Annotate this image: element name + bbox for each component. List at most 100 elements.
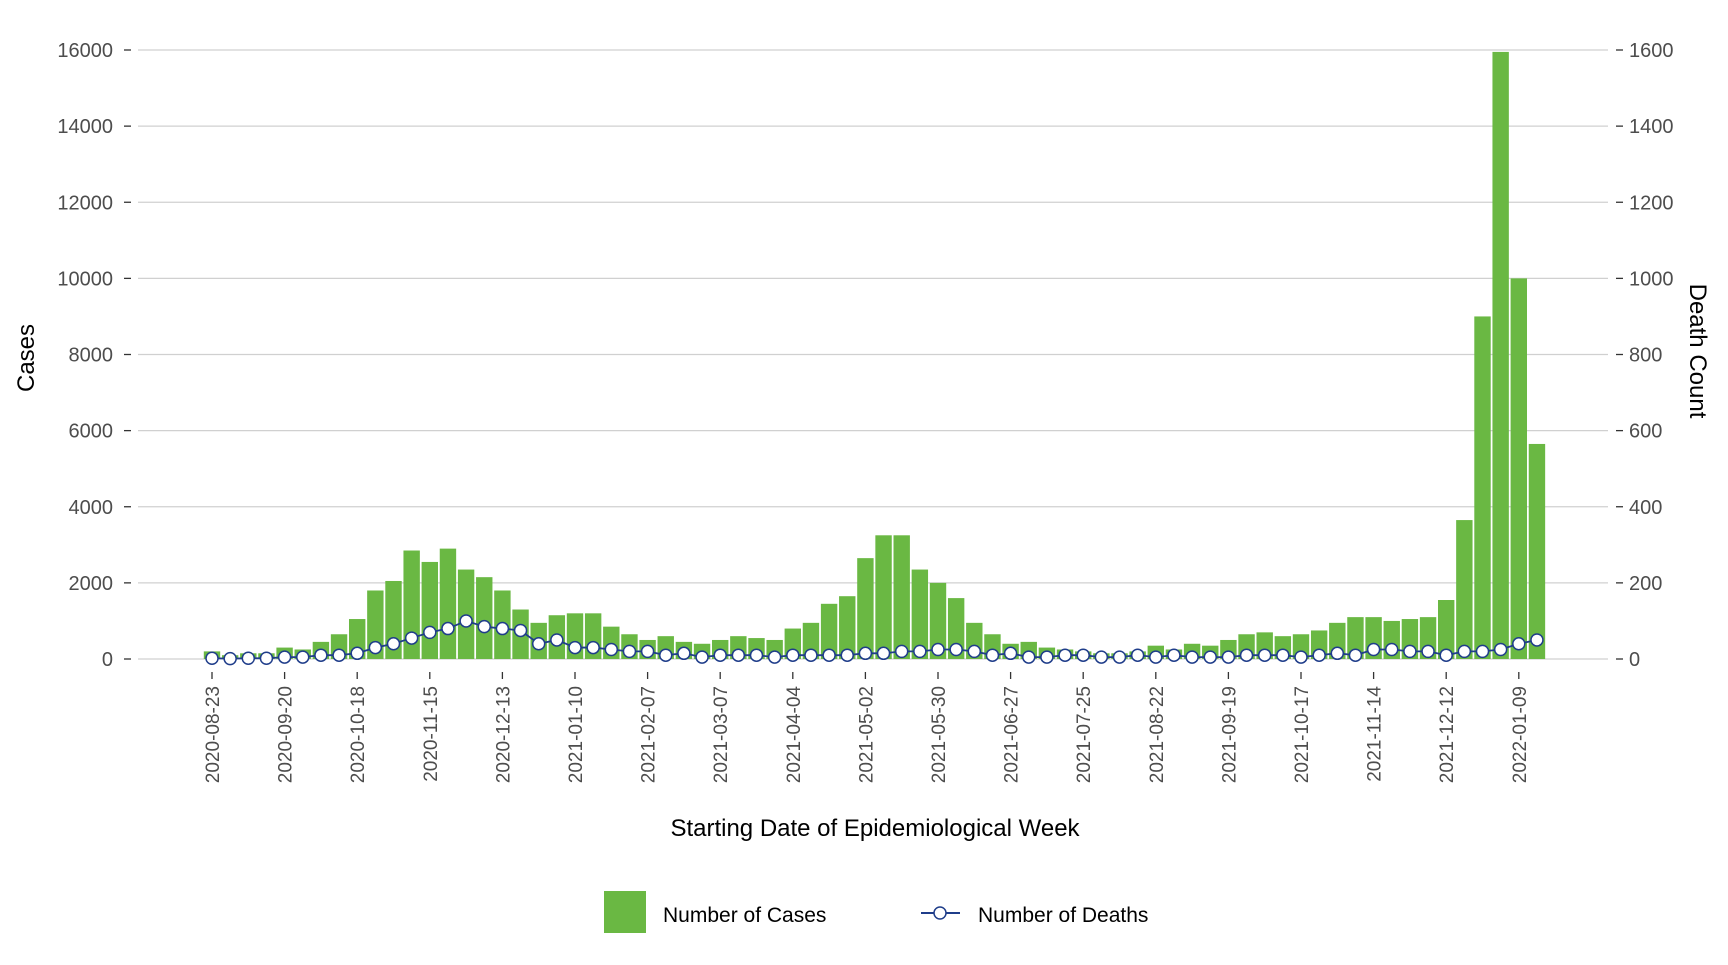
point-deaths (332, 648, 346, 662)
point-deaths (1493, 642, 1508, 657)
x-tick-label: 2021-12-12 (1437, 686, 1458, 783)
point-deaths (1185, 650, 1199, 664)
bar-cases (476, 577, 493, 659)
point-deaths (241, 651, 256, 665)
y2-tick-label: 1600 (1629, 40, 1674, 62)
point-deaths (368, 640, 383, 655)
point-deaths (1130, 648, 1145, 662)
bar-cases (1456, 520, 1473, 659)
x-tick-label: 2020-12-13 (493, 686, 514, 783)
point-deaths (568, 640, 582, 655)
x-tick-label: 2020-08-23 (203, 686, 224, 783)
point-deaths (695, 650, 709, 664)
x-tick-label: 2020-11-15 (421, 686, 442, 782)
bar-cases (403, 550, 420, 659)
y-tick-label: 10000 (57, 268, 113, 290)
x-tick-label: 2021-05-30 (929, 686, 950, 783)
point-deaths (1330, 646, 1345, 661)
point-deaths (531, 637, 546, 651)
point-deaths (713, 648, 727, 662)
point-deaths (1076, 648, 1090, 662)
point-deaths (205, 651, 219, 665)
point-deaths (840, 648, 854, 662)
point-deaths (1167, 648, 1181, 662)
point-deaths (876, 646, 891, 661)
x-tick-label: 2021-04-04 (784, 686, 805, 784)
bar-cases (1492, 51, 1509, 659)
point-deaths (1475, 644, 1490, 659)
x-tick-label: 2021-07-25 (1074, 686, 1095, 783)
y2-tick-label: 800 (1629, 345, 1662, 367)
x-tick-label: 2021-11-14 (1365, 686, 1386, 782)
point-deaths (1294, 650, 1308, 664)
point-deaths (513, 623, 528, 638)
bar-cases (367, 590, 384, 659)
point-deaths (586, 640, 600, 655)
bar-cases (1347, 617, 1364, 659)
point-deaths (858, 646, 873, 661)
point-deaths (259, 651, 274, 665)
point-deaths (1385, 642, 1399, 657)
point-deaths (894, 644, 909, 659)
bar-cases (1510, 278, 1527, 659)
point-deaths (659, 648, 673, 662)
x-tick-label: 2022-01-09 (1510, 686, 1531, 783)
point-deaths (822, 648, 836, 662)
point-deaths (1276, 648, 1290, 662)
legend-cases-swatch (604, 891, 646, 933)
point-deaths (1094, 650, 1109, 664)
y-tick-label: 4000 (69, 497, 114, 519)
point-deaths (1439, 648, 1453, 662)
bars-layer (203, 51, 1546, 659)
bar-cases (857, 558, 874, 659)
legend-cases-label: Number of Cases (663, 904, 826, 927)
y-tick-label: 12000 (57, 192, 113, 214)
bar-cases (875, 535, 892, 659)
x-tick-label: 2021-08-22 (1147, 686, 1168, 783)
point-deaths (314, 648, 328, 662)
y2-tick-label: 1200 (1629, 192, 1674, 214)
point-deaths (786, 648, 800, 662)
bar-cases (1438, 600, 1455, 659)
point-deaths (913, 644, 927, 659)
legend: Number of Cases Number of Deaths (604, 891, 1148, 933)
point-deaths (1312, 648, 1326, 662)
point-deaths (931, 642, 945, 657)
point-deaths (1257, 648, 1272, 662)
y-tick-label: 6000 (69, 421, 114, 443)
point-deaths (604, 642, 619, 657)
legend-deaths-marker (933, 906, 947, 920)
point-deaths (550, 633, 564, 647)
x-tick-label: 2021-09-19 (1219, 686, 1240, 783)
x-tick-label: 2020-10-18 (348, 686, 369, 783)
point-deaths (1203, 650, 1217, 664)
point-deaths (640, 644, 655, 659)
point-deaths (804, 648, 818, 662)
point-deaths (1239, 648, 1254, 662)
point-deaths (1040, 650, 1054, 664)
point-deaths (441, 621, 455, 636)
bar-cases (820, 603, 838, 659)
x-tick-label: 2021-05-02 (856, 686, 877, 783)
point-deaths (1421, 644, 1435, 659)
point-deaths (622, 644, 637, 659)
point-deaths (1348, 648, 1363, 662)
x-tick-label: 2020-09-20 (276, 686, 297, 783)
y-tick-label: 14000 (57, 116, 113, 138)
y2-axis-title: Death Count (1684, 284, 1711, 419)
point-deaths (1149, 650, 1163, 664)
axes-layer: 0 2000 4000 6000 8000 10000 12000 14000 16000 0 20… (57, 40, 1673, 783)
point-deaths (223, 651, 237, 666)
point-deaths (677, 646, 691, 661)
point-deaths (967, 644, 982, 659)
x-tick-label: 2021-10-17 (1292, 686, 1313, 783)
deaths-line-layer (205, 614, 1544, 666)
point-deaths (1512, 637, 1526, 651)
point-deaths (985, 648, 1000, 662)
point-deaths (404, 631, 419, 645)
y-tick-label: 16000 (57, 40, 113, 62)
bar-cases (929, 582, 947, 659)
point-deaths (1112, 650, 1127, 664)
y2-tick-label: 200 (1629, 573, 1662, 595)
